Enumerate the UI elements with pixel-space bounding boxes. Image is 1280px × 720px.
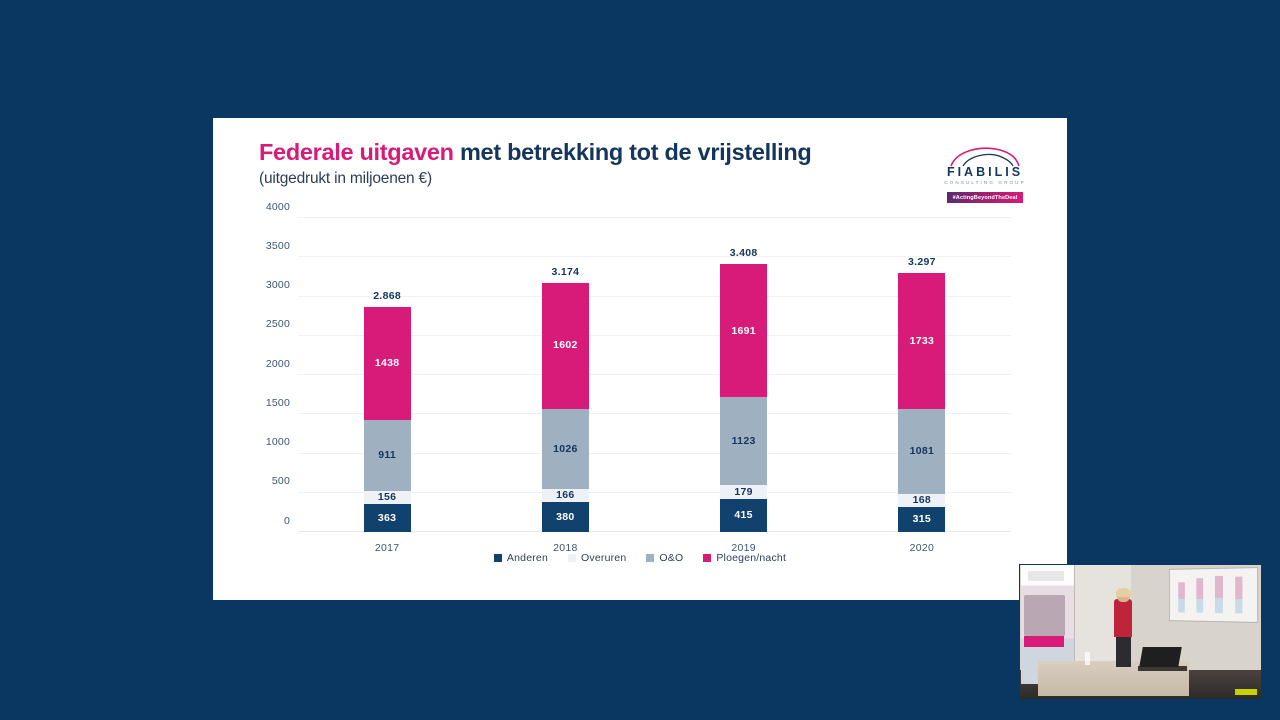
chart-total-label: 2.868 — [373, 289, 402, 302]
x-axis-tick-label: 2020 — [909, 542, 935, 554]
chart-segment-value-label: 1026 — [553, 442, 578, 455]
chart-bar-segment: 1026 — [541, 408, 589, 490]
chart-bar-segment: 1602 — [541, 282, 589, 409]
y-axis-tick-label: 3000 — [265, 279, 290, 291]
chart-segment-value-label: 380 — [556, 510, 575, 523]
fiabilis-logo: FIABILIS CONSULTING GROUP #ActingBeyondT… — [937, 146, 1033, 204]
chart-bar-segment: 1081 — [898, 409, 946, 495]
chart-total-label: 3.174 — [551, 265, 580, 278]
chart-container: 0 500 1000 1500 2000 2500 3000 3500 4000 363 156 91… — [259, 201, 1021, 578]
legend-swatch-icon — [703, 554, 712, 562]
chart-gridline — [298, 334, 1011, 336]
chart-gridline — [298, 413, 1011, 415]
chart-gridline — [298, 531, 1011, 532]
chart-gridline — [298, 374, 1011, 375]
video-border — [1019, 564, 1262, 700]
x-axis-tick-label: 2019 — [731, 542, 756, 554]
chart-bar-segment: 363 — [363, 503, 411, 532]
legend-swatch-icon — [568, 554, 577, 562]
page-title-accent: Federale uitgaven — [259, 139, 454, 165]
legend-item-label: Anderen — [506, 552, 549, 564]
chart-bar-group: 315 168 1081 1733 3.297 2020 — [898, 256, 946, 554]
chart-bar-segment: 1733 — [898, 273, 946, 410]
chart-segment-value-label: 168 — [912, 494, 932, 507]
y-axis-tick-label: 500 — [271, 475, 290, 488]
page-title-rest: met betrekking tot de vrijstelling — [453, 139, 812, 165]
legend-item[interactable]: Ploegen/nacht — [703, 552, 786, 564]
legend-swatch-icon — [646, 554, 655, 562]
legend-item-label: Overuren — [581, 552, 627, 564]
slide-header: Federale uitgaven met betrekking tot de … — [259, 139, 812, 188]
chart-gridline — [298, 256, 1011, 258]
chart-segment-value-label: 1438 — [374, 357, 400, 370]
video-frame — [1019, 564, 1262, 700]
chart-bar-segment: 1123 — [720, 397, 768, 486]
chart-plot-area: 0 500 1000 1500 2000 2500 3000 3500 4000 363 156 91… — [266, 201, 1011, 554]
chart-bar-segment: 315 — [898, 507, 946, 532]
page-title: Federale uitgaven met betrekking tot de … — [259, 139, 812, 166]
legend-item[interactable]: O&O — [646, 552, 683, 564]
chart-segment-value-label: 1733 — [909, 334, 935, 347]
y-axis-tick-label: 3500 — [265, 239, 290, 252]
chart-gridline — [298, 491, 1011, 493]
chart-bar-group: 363 156 911 1438 2.868 2017 — [363, 290, 411, 554]
chart-total-label: 3.408 — [729, 247, 758, 260]
chart-segment-value-label: 363 — [377, 511, 397, 524]
chart-segment-value-label: 1602 — [553, 339, 578, 352]
chart-segment-value-label: 166 — [556, 489, 575, 502]
chart-segment-value-label: 156 — [377, 491, 397, 504]
chart-segment-value-label: 1691 — [731, 324, 756, 337]
chart-bar-segment: 911 — [363, 419, 411, 492]
x-axis-tick-label: 2018 — [553, 542, 578, 554]
chart-segment-value-label: 1081 — [909, 445, 935, 458]
arch-logo-icon — [950, 147, 1020, 167]
y-axis-tick-label: 0 — [283, 514, 290, 527]
chart-bar-segment: 179 — [720, 485, 768, 500]
presenter-video-feed[interactable] — [1019, 564, 1262, 700]
chart-bar-segment: 166 — [541, 489, 589, 503]
chart-bar-group: 380 166 1026 1602 3.174 2018 — [541, 266, 589, 554]
y-axis-tick-label: 1500 — [265, 396, 290, 409]
chart-bar-group: 415 179 1123 1691 3.408 2019 — [720, 247, 768, 554]
legend-item[interactable]: Anderen — [493, 552, 549, 564]
chart-total-label: 3.297 — [907, 256, 936, 269]
chart-bar-segment: 1438 — [363, 306, 411, 420]
chart-gridline — [298, 295, 1011, 297]
y-axis-tick-label: 2000 — [265, 357, 290, 370]
x-axis-tick-label: 2017 — [374, 542, 400, 554]
chart-segment-value-label: 179 — [734, 486, 753, 499]
chart-gridline — [298, 217, 1011, 218]
chart-bar-segment: 168 — [898, 494, 946, 508]
legend-swatch-icon — [493, 554, 502, 562]
page-subtitle: (uitgedrukt in miljoenen €) — [259, 169, 432, 187]
logo-hashtag-badge: #ActingBeyondTheDeal — [946, 192, 1024, 204]
chart-segment-value-label: 415 — [734, 509, 753, 522]
legend-item-label: O&O — [659, 552, 684, 564]
y-axis-tick-label: 1000 — [265, 436, 290, 448]
chart-bar-segment: 380 — [541, 502, 589, 532]
legend-item-label: Ploegen/nacht — [716, 552, 787, 564]
chart-segment-value-label: 911 — [378, 449, 397, 462]
logo-brand-name: FIABILIS — [946, 165, 1024, 179]
chart-gridline — [298, 452, 1011, 454]
chart-segment-value-label: 315 — [912, 513, 932, 526]
chart-legend: Anderen Overuren O&O Ploegen/nacht — [259, 552, 1021, 564]
chart-segment-value-label: 1123 — [731, 435, 756, 448]
presentation-slide: Federale uitgaven met betrekking tot de … — [213, 118, 1067, 600]
y-axis-tick-label: 2500 — [265, 318, 290, 331]
legend-item[interactable]: Overuren — [568, 552, 626, 564]
chart-bar-segment: 1691 — [720, 264, 768, 398]
chart-bar-segment: 415 — [720, 499, 768, 532]
y-axis-tick-label: 4000 — [265, 200, 290, 213]
logo-brand-tagline: CONSULTING GROUP — [944, 180, 1026, 186]
chart-bar-segment: 156 — [363, 491, 411, 504]
